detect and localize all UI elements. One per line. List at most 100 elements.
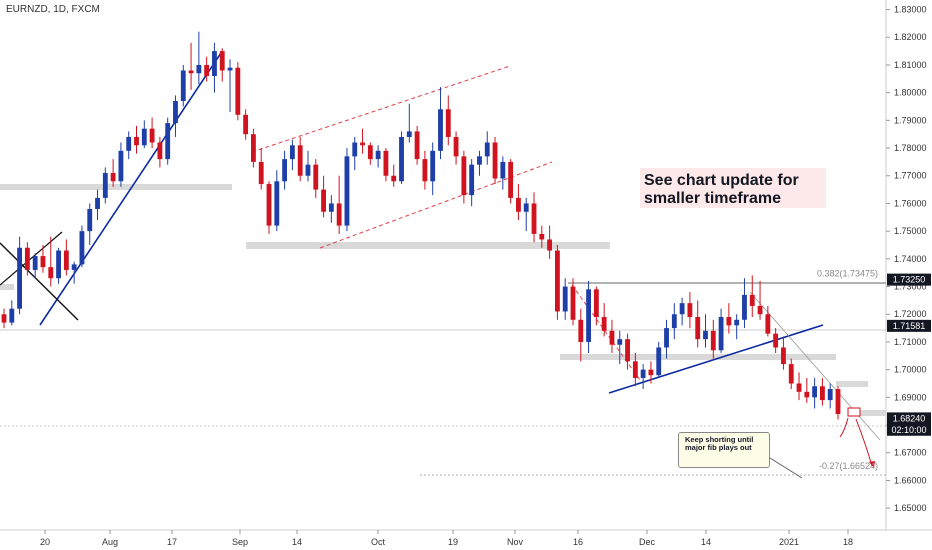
- x-tick-label: 14: [701, 537, 711, 547]
- candle-body: [765, 314, 771, 334]
- price-tag-bg: [887, 319, 931, 332]
- candle-body: [56, 250, 61, 279]
- candles: [1, 31, 841, 420]
- candle-body: [500, 161, 506, 179]
- candle-body: [48, 267, 54, 279]
- candle-body: [134, 136, 139, 146]
- candle-body: [414, 131, 420, 160]
- candle-body: [749, 294, 755, 306]
- candle-body: [601, 317, 607, 331]
- candle-body: [110, 172, 116, 182]
- x-tick-label: 19: [448, 537, 458, 547]
- x-tick-label: 16: [573, 537, 583, 547]
- candle-body: [461, 156, 467, 196]
- y-tick-label: 1.79000: [894, 115, 927, 125]
- candle-body: [305, 164, 311, 176]
- candle-body: [586, 289, 591, 342]
- candle-body: [328, 203, 334, 212]
- candle-body: [165, 123, 171, 160]
- candle-body: [71, 264, 77, 270]
- candle-body: [438, 109, 443, 151]
- x-tick-label: 2021: [779, 537, 799, 547]
- candle-body: [593, 289, 599, 318]
- candle-body: [687, 303, 693, 318]
- candle-body: [266, 184, 272, 226]
- chart-update-callout: See chart update for smaller timeframe: [640, 168, 826, 208]
- candle-body: [235, 67, 241, 115]
- x-tick-label: 14: [292, 537, 302, 547]
- candle-body: [812, 386, 818, 398]
- x-tick-label: Sep: [232, 537, 248, 547]
- candle-body: [679, 303, 685, 315]
- candle-body: [531, 203, 537, 234]
- candle-body: [773, 333, 779, 348]
- downtrend-line: [0, 242, 79, 321]
- fib-label: -0.27(1.66524): [819, 461, 878, 471]
- candle-body: [391, 175, 397, 182]
- x-tick-label: 18: [843, 537, 853, 547]
- y-tick-label: 1.77000: [894, 171, 927, 181]
- downtrend-line-2: [0, 231, 63, 286]
- candle-body: [617, 339, 623, 345]
- fib-diagonal-line: [571, 284, 641, 381]
- candle-body: [79, 231, 85, 265]
- uptrend-line: [39, 52, 222, 326]
- candle-body: [118, 150, 124, 182]
- zone-band: [0, 184, 232, 190]
- candle-body: [757, 305, 763, 315]
- candle-body: [523, 203, 529, 212]
- support-resistance-zones: [0, 184, 886, 416]
- y-tick-label: 1.69000: [894, 392, 927, 402]
- candle-body: [632, 361, 638, 378]
- candle-body: [781, 347, 786, 365]
- y-tick-label: 1.80000: [894, 88, 927, 98]
- shorting-note: Keep shorting until major fib plays out: [678, 432, 770, 468]
- candle-body: [734, 319, 740, 326]
- candle-body: [547, 239, 553, 251]
- candle-body: [508, 161, 514, 198]
- channel-upper-line: [251, 65, 511, 153]
- candle-body: [383, 150, 389, 176]
- candle-body: [344, 156, 350, 226]
- candle-body: [578, 319, 584, 342]
- candle-body: [469, 164, 475, 196]
- price-axis: 1.83000 1.82000 1.81000 1.80000 1.79000 1.780…: [886, 5, 931, 513]
- candle-body: [274, 181, 280, 226]
- candle-body: [492, 142, 498, 179]
- candle-body: [313, 164, 319, 190]
- candle-body: [32, 256, 38, 270]
- y-tick-label: 1.78000: [894, 143, 927, 153]
- candle-body: [406, 131, 412, 137]
- background-layer: [0, 0, 932, 531]
- candle-body: [453, 136, 459, 157]
- x-tick-label: Aug: [102, 537, 118, 547]
- y-tick-label: 1.74000: [894, 254, 927, 264]
- y-tick-label: 1.76000: [894, 198, 927, 208]
- candle-body: [180, 70, 186, 101]
- candle-body: [227, 67, 233, 71]
- candle-body: [609, 330, 615, 345]
- triangle-support-line: [608, 324, 824, 394]
- x-tick-label: 17: [167, 537, 177, 547]
- candle-body: [360, 142, 365, 146]
- y-tick-label: 1.71000: [894, 337, 927, 347]
- candle-body: [219, 51, 225, 71]
- projection-arrow-1: [839, 417, 849, 438]
- candle-body: [671, 314, 677, 329]
- y-tick-label: 1.70000: [894, 365, 927, 375]
- channel-lower-line: [319, 161, 553, 249]
- time-axis: 20 Aug 17 Sep 14 Oct 19 Nov 16 Dec 14 2021 18: [40, 530, 853, 547]
- candle-body: [40, 256, 46, 268]
- candle-body: [251, 134, 256, 162]
- candle-body: [703, 330, 708, 340]
- candle-body: [367, 145, 373, 160]
- candle-body: [710, 330, 716, 351]
- y-tick-label: 1.81000: [894, 60, 927, 70]
- y-tick-label: 1.65000: [894, 503, 927, 513]
- candle-body: [625, 339, 630, 362]
- target-marker: [847, 407, 861, 417]
- candle-body: [516, 197, 521, 212]
- candle-body: [352, 142, 358, 157]
- y-tick-label: 1.75000: [894, 226, 927, 236]
